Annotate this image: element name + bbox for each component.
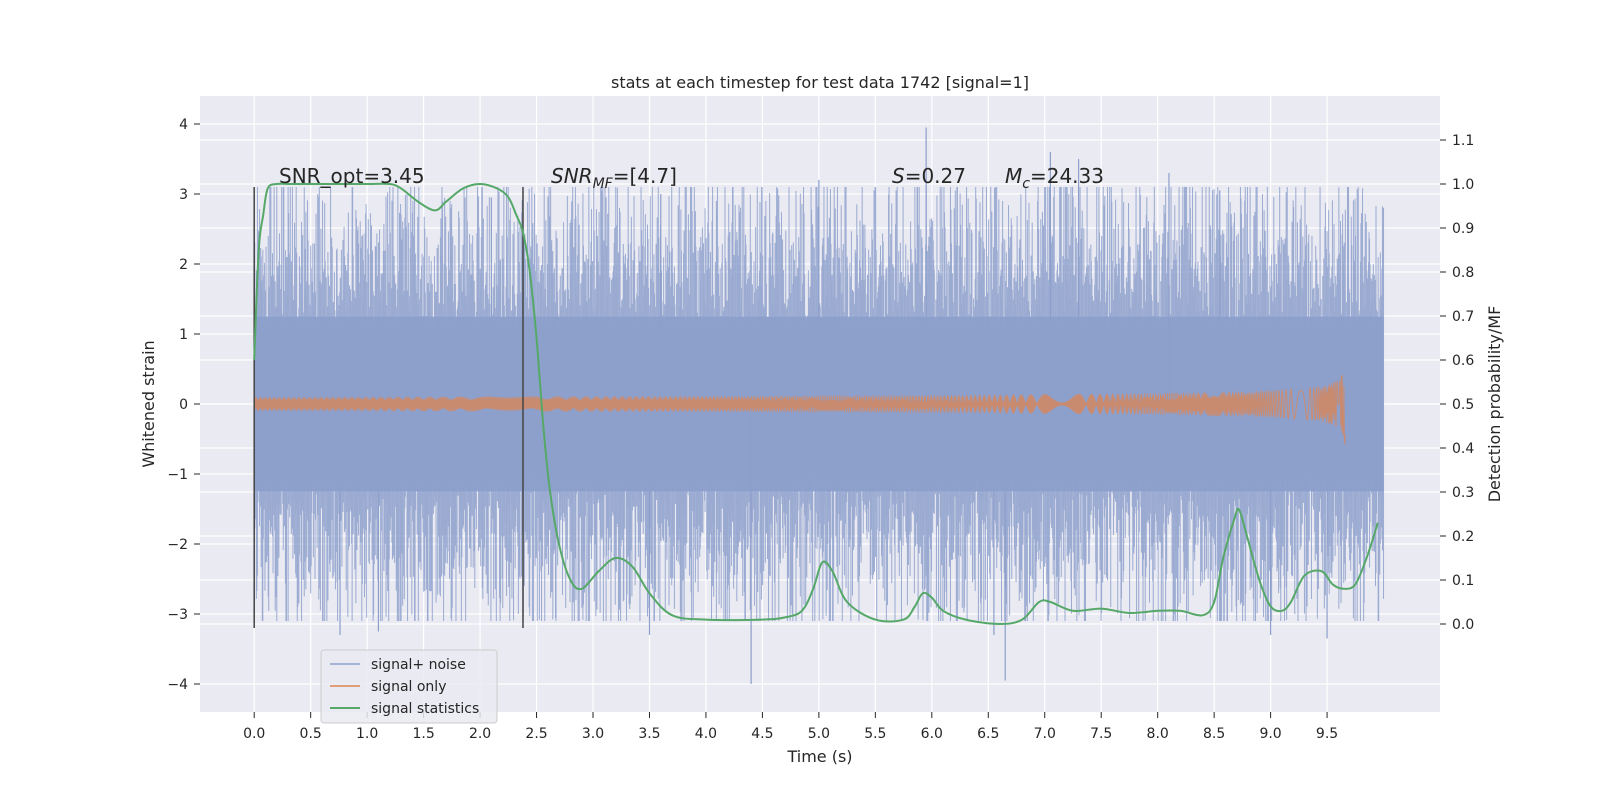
stats-trace: [253, 182, 1379, 626]
x-tick-label: 2.5: [525, 726, 547, 742]
x-tick-label: 8.5: [1203, 726, 1225, 742]
mc-label: M: [1005, 164, 1022, 188]
legend-label-signal-only: signal only: [371, 679, 446, 695]
y-tick-label: 2: [179, 257, 188, 273]
chirp-trace: [253, 374, 1346, 445]
y-tick-label: 1: [179, 327, 188, 343]
x-tick-label: 7.5: [1090, 726, 1112, 742]
x-tick-label: 7.0: [1034, 726, 1056, 742]
mc-sub: c: [1022, 176, 1030, 192]
y2-tick-label: 0.1: [1452, 573, 1474, 589]
vertical-markers: [253, 187, 524, 628]
y2-tick-label: 0.2: [1452, 529, 1474, 545]
annotation-snr-mf: SNRMF=[4.7]: [551, 164, 677, 192]
y2-tick-label: 1.0: [1452, 177, 1474, 193]
x-tick-label: 4.5: [751, 726, 773, 742]
y2-axis-ticks: 0.0 0.1 0.2 0.3 0.4 0.5 0.6 0.7 0.8 0.9 1.0 1.1: [1440, 133, 1474, 633]
x-tick-label: 9.5: [1316, 726, 1338, 742]
x-tick-label: 3.0: [582, 726, 604, 742]
y2-tick-label: 0.7: [1452, 309, 1474, 325]
x-tick-label: 1.5: [412, 726, 434, 742]
y2-tick-label: 0.3: [1452, 485, 1474, 501]
x-tick-label: 6.0: [921, 726, 943, 742]
s-value: =0.27: [905, 164, 966, 188]
y2-tick-label: 0.8: [1452, 265, 1474, 281]
y2-tick-label: 0.6: [1452, 353, 1474, 369]
y-axis-label: Whitened strain: [139, 340, 158, 467]
x-axis-label: Time (s): [786, 747, 852, 766]
series-signal-only: [253, 374, 1346, 445]
x-tick-label: 0.0: [243, 726, 265, 742]
x-tick-label: 8.0: [1147, 726, 1169, 742]
y-tick-label: −3: [167, 607, 188, 623]
x-tick-label: 3.5: [638, 726, 660, 742]
annotation-s: S=0.27: [892, 164, 966, 188]
legend: signal+ noise signal only signal statist…: [320, 649, 498, 724]
legend-label-signal-noise: signal+ noise: [371, 657, 466, 673]
y2-tick-label: 0.4: [1452, 441, 1474, 457]
annotation-snr-opt: SNR_opt=3.45: [279, 164, 425, 188]
x-tick-label: 1.0: [356, 726, 378, 742]
x-tick-label: 0.5: [300, 726, 322, 742]
snr-mf-value: =[4.7]: [613, 164, 677, 188]
y2-tick-label: 0.9: [1452, 221, 1474, 237]
x-tick-label: 5.5: [864, 726, 886, 742]
snr-mf-label: SNR: [551, 164, 593, 188]
x-tick-label: 9.0: [1259, 726, 1281, 742]
y-axis-ticks: −4 −3 −2 −1 0 1 2 3 4: [167, 117, 200, 693]
y-tick-label: −4: [167, 677, 188, 693]
mc-value: =24.33: [1030, 164, 1104, 188]
s-label: S: [892, 164, 905, 188]
y-tick-label: 4: [179, 117, 188, 133]
legend-box: [320, 649, 498, 724]
y-tick-label: −1: [167, 467, 188, 483]
annotation-mc: Mc=24.33: [1005, 164, 1104, 192]
x-axis-ticks: 0.0 0.5 1.0 1.5 2.0 2.5 3.0 3.5 4.0 4.5 5.0 5.5 6.0 6…: [243, 712, 1338, 742]
y-tick-label: 3: [179, 187, 188, 203]
y-tick-label: 0: [179, 397, 188, 413]
y2-tick-label: 0.5: [1452, 397, 1474, 413]
snr-mf-sub: MF: [593, 176, 614, 192]
series-signal-statistics: [253, 182, 1379, 626]
x-tick-label: 6.5: [977, 726, 999, 742]
legend-label-signal-statistics: signal statistics: [371, 701, 479, 717]
y2-tick-label: 0.0: [1452, 617, 1474, 633]
y2-axis-label: Detection probability/MF: [1485, 306, 1504, 503]
x-tick-label: 2.0: [469, 726, 491, 742]
y2-tick-label: 1.1: [1452, 133, 1474, 149]
x-tick-label: 5.0: [808, 726, 830, 742]
chart-title: stats at each timestep for test data 174…: [611, 73, 1029, 92]
y-tick-label: −2: [167, 537, 188, 553]
x-tick-label: 4.0: [695, 726, 717, 742]
